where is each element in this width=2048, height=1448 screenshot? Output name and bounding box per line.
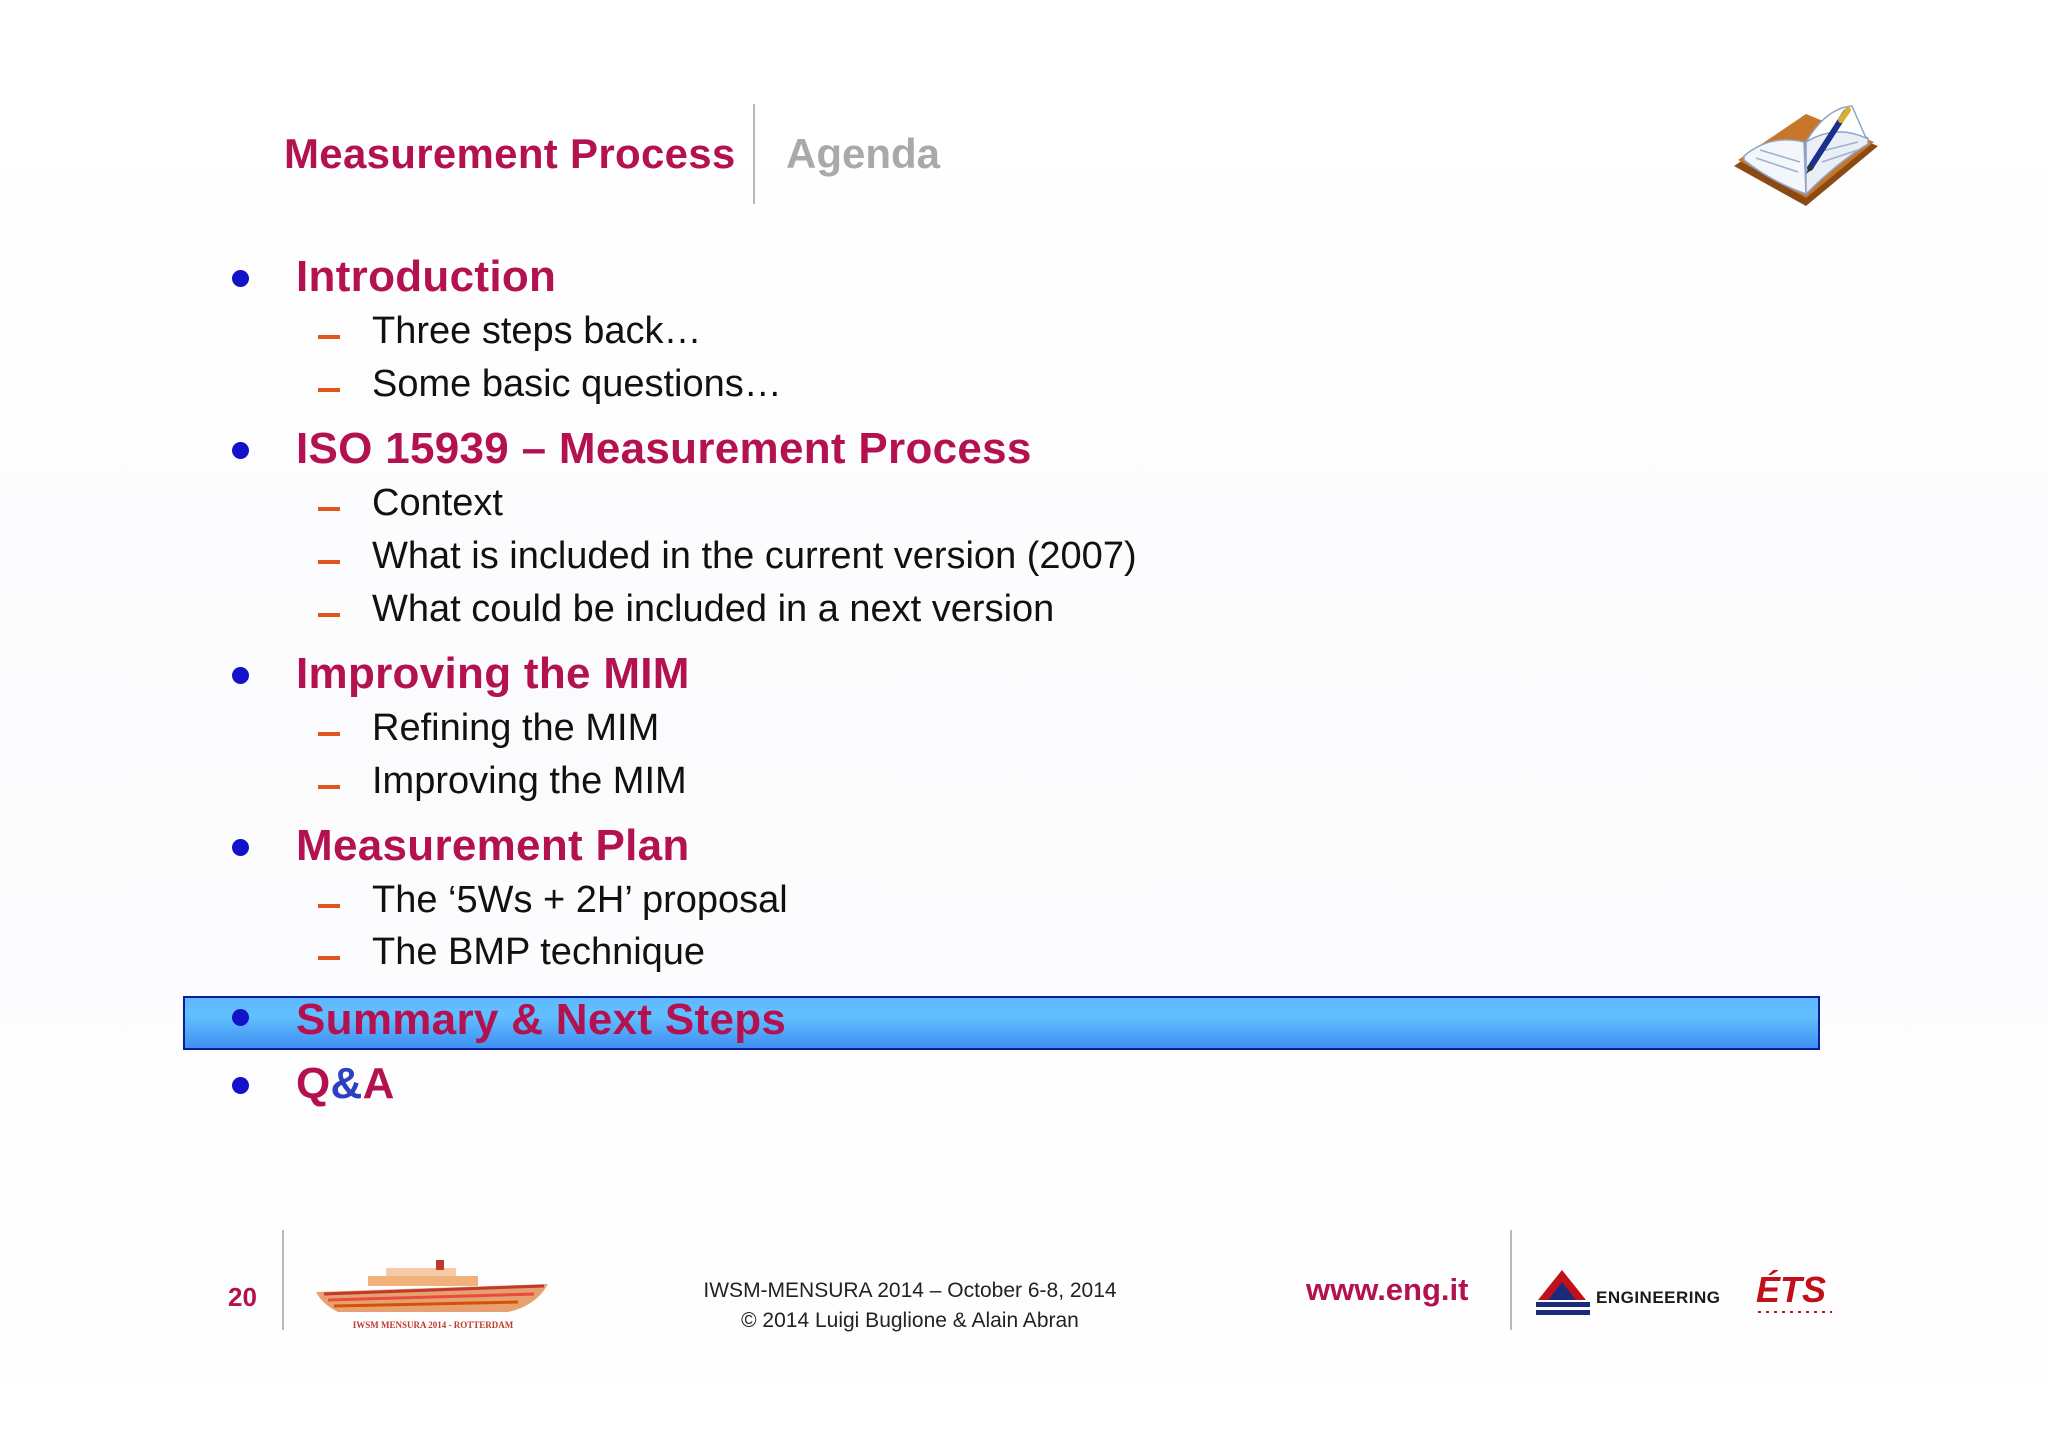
ship-logo-caption: IWSM MENSURA 2014 - ROTTERDAM: [353, 1320, 514, 1330]
agenda-subitem: Some basic questions…: [372, 363, 782, 405]
dash-icon: [318, 904, 340, 908]
bullet-icon: [228, 266, 256, 294]
bullet-icon: [228, 1005, 256, 1033]
footer-divider: [1510, 1230, 1512, 1330]
page-number: 20: [228, 1282, 257, 1312]
agenda-subitem: Context: [372, 482, 503, 524]
ets-logo-icon: ÉTS: [1756, 1269, 1832, 1313]
bullet-icon: [228, 835, 256, 863]
dash-icon: [318, 956, 340, 960]
agenda-item-iso-15939: ISO 15939 – Measurement Process: [296, 424, 1032, 473]
agenda-subitem: The BMP technique: [372, 931, 706, 973]
dash-icon: [318, 507, 340, 511]
agenda-item-summary-next-steps: Summary & Next Steps: [296, 995, 787, 1044]
slide-subtitle: Agenda: [786, 130, 941, 177]
conference-info: IWSM-MENSURA 2014 – October 6-8, 2014 © …: [640, 1276, 1180, 1336]
open-book-pen-icon: [1734, 105, 1878, 206]
dash-icon: [318, 335, 340, 339]
website-link[interactable]: www.eng.it: [1306, 1272, 1469, 1307]
agenda-subitem: Improving the MIM: [372, 760, 687, 802]
ets-label: ÉTS: [1756, 1269, 1826, 1310]
slide-title: Measurement Process: [284, 130, 736, 177]
dash-icon: [318, 388, 340, 392]
dash-icon: [318, 785, 340, 789]
dash-icon: [318, 732, 340, 736]
copyright-text: © 2014 Luigi Buglione & Alain Abran: [741, 1309, 1079, 1332]
header-divider: [753, 104, 755, 204]
conference-name: IWSM-MENSURA 2014 – October 6-8, 2014: [703, 1279, 1117, 1302]
dash-icon: [318, 613, 340, 617]
engineering-label: ENGINEERING: [1596, 1288, 1721, 1307]
agenda-item-qa: Q&A: [296, 1059, 395, 1109]
agenda-subitem: What could be included in a next version: [372, 588, 1055, 630]
agenda-item-introduction: Introduction: [296, 252, 557, 301]
bullet-icon: [228, 1073, 256, 1101]
agenda-item-measurement-plan: Measurement Plan: [296, 821, 690, 870]
engineering-logo-icon: [1536, 1270, 1590, 1315]
agenda-subitem: What is included in the current version …: [372, 535, 1137, 577]
qa-amp: &: [330, 1059, 363, 1108]
dash-icon: [318, 560, 340, 564]
slide-footer: 20 IWSM MENSURA 2014 - ROTTERDAM IWSM-ME…: [0, 1230, 2048, 1340]
agenda-subitem: The ‘5Ws + 2H’ proposal: [372, 879, 788, 921]
agenda-subitem: Refining the MIM: [372, 707, 660, 749]
agenda-subitem: Three steps back…: [372, 310, 702, 352]
current-section-highlight: [183, 996, 1820, 1050]
qa-a: A: [362, 1059, 395, 1108]
iwsm-mensura-ship-logo: IWSM MENSURA 2014 - ROTTERDAM: [316, 1260, 548, 1330]
qa-q: Q: [296, 1059, 331, 1108]
bullet-icon: [228, 663, 256, 691]
bullet-icon: [228, 438, 256, 466]
footer-divider: [282, 1230, 284, 1330]
agenda-item-improving-mim: Improving the MIM: [296, 649, 690, 698]
